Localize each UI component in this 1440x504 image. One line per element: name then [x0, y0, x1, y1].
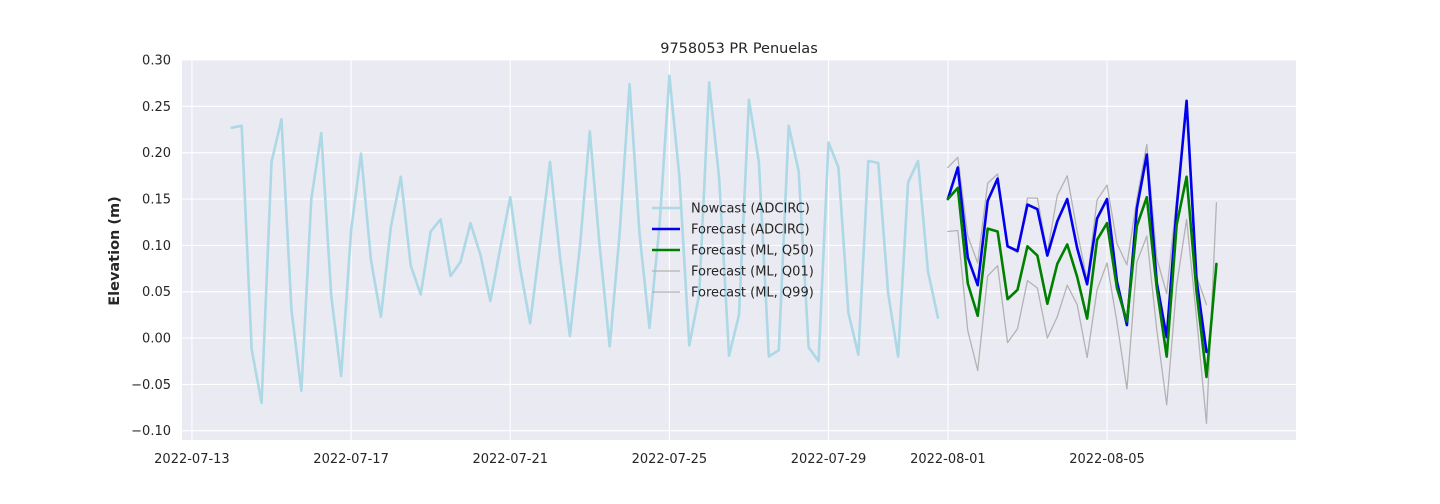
series-line-forecast-adcirc: [946, 99, 1208, 354]
y-tick-label: 0.05: [142, 285, 171, 300]
x-tick-label: 2022-07-29: [791, 452, 867, 467]
y-tick-label: 0.25: [142, 100, 171, 115]
grid-lines: [182, 59, 1296, 440]
y-tick-label: 0.10: [142, 239, 171, 254]
series-line-forecast-ml-q01: [947, 202, 1218, 424]
x-axis-ticks: 2022-07-13 2022-07-17 2022-07-21 2022-07-25…: [154, 452, 1145, 467]
y-tick-label: 0.15: [142, 193, 171, 208]
y-axis-ticks: 0.30 0.25 0.20 0.15 0.10 0.05 0.00 −0.05 −0.10: [131, 54, 171, 440]
series-line-forecast-ml-q99: [947, 105, 1208, 306]
legend-label-forecast-adcirc: Forecast (ADCIRC): [691, 223, 810, 238]
x-tick-label: 2022-07-17: [313, 452, 389, 467]
series-line-forecast-ml-q50: [946, 175, 1218, 379]
series-line-nowcast-adcirc: [230, 74, 940, 405]
x-tick-label: 2022-07-13: [154, 452, 230, 467]
x-tick-label: 2022-07-21: [472, 452, 548, 467]
x-tick-label: 2022-07-25: [632, 452, 708, 467]
legend-label-forecast-ml-q50: Forecast (ML, Q50): [691, 244, 814, 259]
y-tick-label: 0.00: [142, 332, 171, 347]
legend: Nowcast (ADCIRC) Forecast (ADCIRC) Forecas…: [652, 202, 814, 301]
chart-title: 9758053 PR Penuelas: [660, 41, 818, 57]
legend-label-nowcast-adcirc: Nowcast (ADCIRC): [691, 202, 810, 217]
legend-label-forecast-ml-q01: Forecast (ML, Q01): [691, 265, 814, 280]
y-axis-label: Elevation (m): [107, 196, 123, 306]
series-lines: [230, 74, 1218, 424]
legend-label-forecast-ml-q99: Forecast (ML, Q99): [691, 286, 814, 301]
y-tick-label: 0.20: [142, 146, 171, 161]
y-tick-label: −0.05: [131, 378, 171, 393]
x-tick-label: 2022-08-05: [1069, 452, 1145, 467]
y-tick-label: 0.30: [142, 54, 171, 69]
y-tick-label: −0.10: [131, 424, 171, 439]
x-tick-label: 2022-08-01: [910, 452, 986, 467]
